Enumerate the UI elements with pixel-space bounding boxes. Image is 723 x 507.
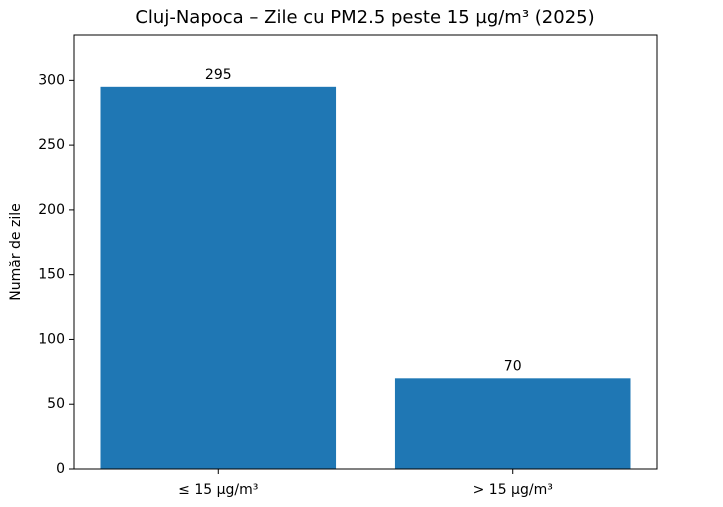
y-tick-label: 100 (38, 331, 65, 347)
y-tick-label: 0 (56, 461, 65, 477)
value-label: 70 (504, 358, 522, 374)
x-tick-label: > 15 µg/m³ (473, 482, 553, 498)
y-tick-label: 250 (38, 137, 65, 153)
y-tick-label: 300 (38, 72, 65, 88)
bar (394, 378, 631, 469)
y-tick-label: 200 (38, 202, 65, 218)
y-axis-label: Număr de zile (8, 203, 24, 300)
plot-frame (73, 34, 658, 470)
value-label: 295 (205, 67, 232, 83)
y-tick-label: 150 (38, 267, 65, 283)
y-tick-label: 50 (47, 396, 65, 412)
bar (100, 86, 337, 469)
chart-title: Cluj-Napoca – Zile cu PM2.5 peste 15 µg/… (135, 7, 594, 28)
x-tick-label: ≤ 15 µg/m³ (178, 482, 258, 498)
